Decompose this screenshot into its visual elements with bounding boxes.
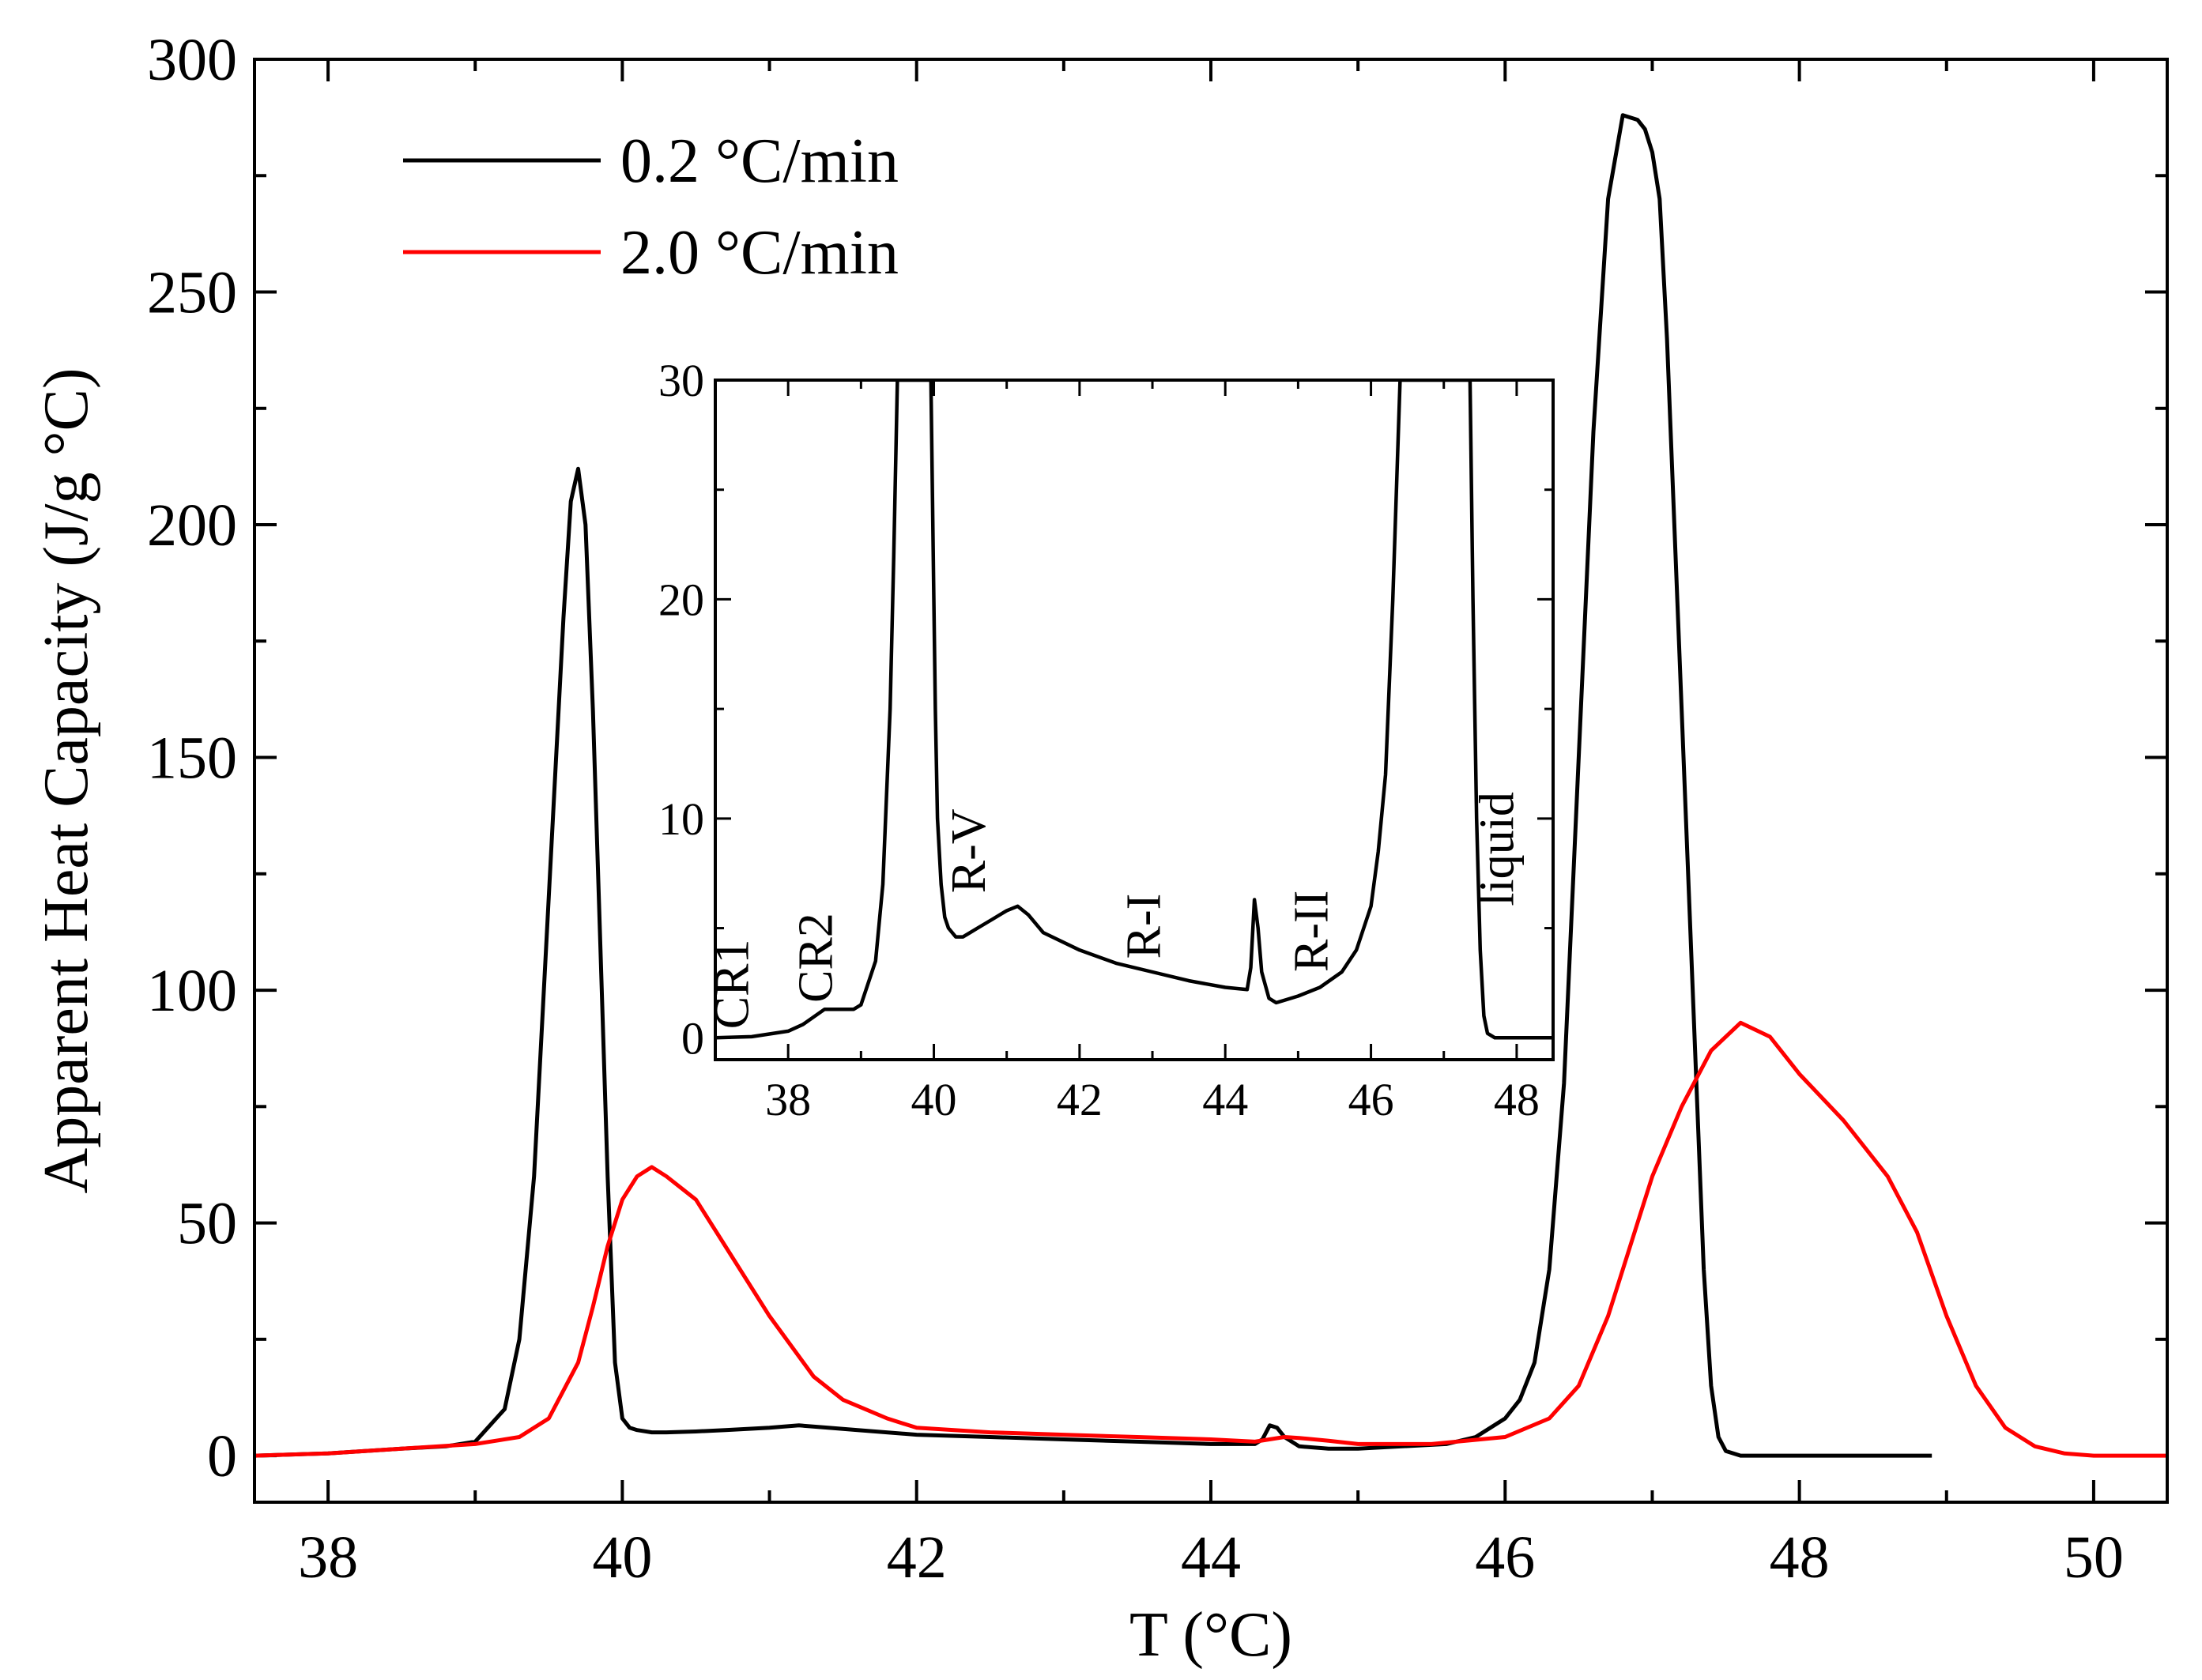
- y-tick-label: 250: [147, 260, 237, 326]
- x-tick-label: 44: [1181, 1524, 1241, 1591]
- inset-background: [715, 380, 1553, 1060]
- legend-label-2-0: 2.0 °C/min: [620, 218, 899, 288]
- phase-label-r-i: R-I: [1117, 894, 1171, 959]
- x-tick-label: 48: [1770, 1524, 1830, 1591]
- inset-tick-labels: 38 40 42 44 46 48 0 10 20 30: [658, 355, 1540, 1125]
- x-tick-label: 40: [592, 1524, 652, 1591]
- inset-series-line: [715, 380, 1553, 1040]
- y-axis-title: Apparent Heat Capacity (J/g °C): [32, 368, 101, 1194]
- y-tick-label: 50: [177, 1191, 237, 1257]
- y-tick-label: 30: [658, 355, 704, 406]
- legend-label-0-2: 0.2 °C/min: [620, 126, 899, 196]
- x-tick-label: 50: [2064, 1524, 2124, 1591]
- x-tick-label: 42: [1057, 1074, 1103, 1125]
- y-tick-label: 0: [681, 1012, 704, 1064]
- inset-frame: [714, 379, 1555, 1061]
- x-tick-label: 40: [911, 1074, 957, 1125]
- main-plot-frame: [253, 58, 2169, 1504]
- x-tick-label: 38: [298, 1524, 358, 1591]
- series-line-0-2-c-min: [715, 380, 1553, 1040]
- phase-label-cr1: CR1: [706, 939, 760, 1029]
- y-tick-label: 0: [207, 1423, 237, 1490]
- phase-label-liquid: liquid: [1470, 792, 1524, 906]
- y-tick-label: 150: [147, 725, 237, 792]
- inset-plot: 38 40 42 44 46 48 0 10 20 30 CR1 CR2 R-V R-I R-II liqu…: [658, 355, 1555, 1125]
- x-tick-label: 38: [765, 1074, 811, 1125]
- y-tick-label: 300: [147, 27, 237, 93]
- legend: 0.2 °C/min 2.0 °C/min: [403, 126, 899, 288]
- x-tick-label: 42: [887, 1524, 947, 1591]
- y-tick-label: 20: [658, 574, 704, 625]
- phase-label-r-v: R-V: [942, 808, 996, 893]
- x-tick-label: 46: [1475, 1524, 1535, 1591]
- y-tick-label: 100: [147, 958, 237, 1024]
- x-tick-label: 48: [1494, 1074, 1540, 1125]
- x-tick-label: 46: [1348, 1074, 1394, 1125]
- x-tick-label: 44: [1202, 1074, 1248, 1125]
- x-axis-title: T (°C): [1129, 1600, 1292, 1670]
- y-tick-label: 10: [658, 793, 704, 845]
- phase-label-cr2: CR2: [790, 913, 843, 1003]
- y-tick-label: 200: [147, 492, 237, 559]
- main-series-lines: [255, 113, 2167, 1458]
- series-line-2-0-c-min: [255, 1020, 2167, 1458]
- phase-label-r-ii: R-II: [1284, 891, 1338, 972]
